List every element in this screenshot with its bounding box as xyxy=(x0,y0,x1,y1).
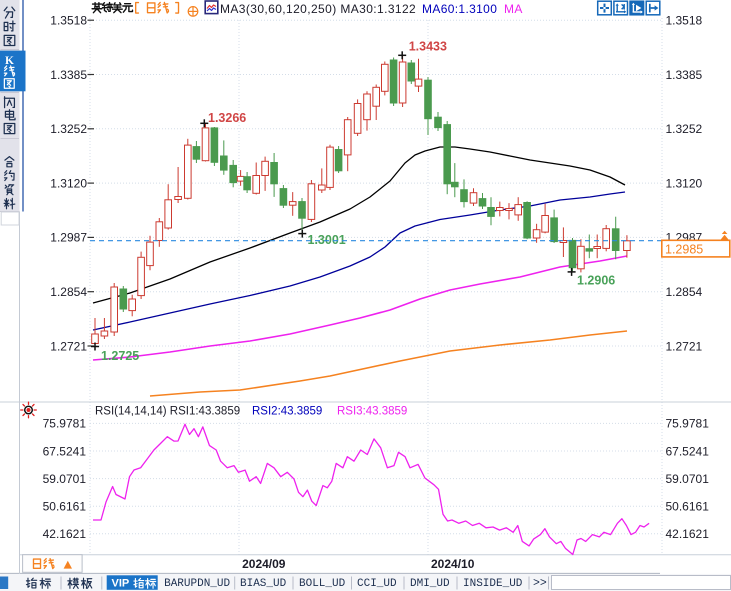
svg-text:2024/10: 2024/10 xyxy=(431,557,475,571)
svg-text:50.6161: 50.6161 xyxy=(43,500,87,514)
svg-text:1.3518: 1.3518 xyxy=(50,14,87,28)
svg-text:1.2854: 1.2854 xyxy=(666,285,703,299)
svg-text:1.2725: 1.2725 xyxy=(101,349,139,363)
svg-text:75.9781: 75.9781 xyxy=(43,417,87,431)
svg-text:50.6161: 50.6161 xyxy=(666,500,710,514)
svg-text:BOLL_UD: BOLL_UD xyxy=(299,578,346,590)
svg-text:MA3(30,60,120,250) MA30:1.3122: MA3(30,60,120,250) MA30:1.3122 xyxy=(220,2,416,16)
svg-text:1.3001: 1.3001 xyxy=(308,233,346,247)
svg-text:1.3120: 1.3120 xyxy=(50,176,87,190)
svg-text:2024/09: 2024/09 xyxy=(242,557,286,571)
svg-text:1.2987: 1.2987 xyxy=(50,231,87,245)
svg-text:K: K xyxy=(5,55,14,67)
svg-text:BIAS_UD: BIAS_UD xyxy=(240,578,287,590)
svg-text:67.5241: 67.5241 xyxy=(666,444,710,458)
svg-text:67.5241: 67.5241 xyxy=(43,444,87,458)
svg-text:RSI3:43.3859: RSI3:43.3859 xyxy=(337,406,407,418)
svg-text:RSI2:43.3859: RSI2:43.3859 xyxy=(252,406,322,418)
svg-text:>>: >> xyxy=(533,577,547,590)
svg-text:1.2906: 1.2906 xyxy=(577,274,615,288)
svg-text:75.9781: 75.9781 xyxy=(666,417,710,431)
svg-text:1.3252: 1.3252 xyxy=(666,122,703,136)
svg-text:59.0701: 59.0701 xyxy=(43,472,87,486)
svg-text:59.0701: 59.0701 xyxy=(666,472,710,486)
svg-text:1.3518: 1.3518 xyxy=(666,14,703,28)
svg-text:RSI(14,14,14) RSI1:43.3859: RSI(14,14,14) RSI1:43.3859 xyxy=(95,406,240,418)
svg-text:1.2721: 1.2721 xyxy=(50,339,87,353)
svg-text:1.3266: 1.3266 xyxy=(208,111,246,125)
svg-text:1.2854: 1.2854 xyxy=(50,285,87,299)
svg-text:1.3120: 1.3120 xyxy=(666,176,703,190)
svg-text:BARUPDN_UD: BARUPDN_UD xyxy=(164,578,230,590)
svg-text:1.3385: 1.3385 xyxy=(666,68,703,82)
svg-text:42.1621: 42.1621 xyxy=(43,527,87,541)
svg-text:1.3433: 1.3433 xyxy=(409,40,447,54)
svg-text:1.3385: 1.3385 xyxy=(50,68,87,82)
svg-text:1.2721: 1.2721 xyxy=(666,339,703,353)
svg-text:INSIDE_UD: INSIDE_UD xyxy=(463,578,523,590)
svg-text:CCI_UD: CCI_UD xyxy=(357,578,397,590)
svg-text:VIP: VIP xyxy=(112,578,130,590)
svg-text:42.1621: 42.1621 xyxy=(666,527,710,541)
svg-text:1.2985: 1.2985 xyxy=(665,243,703,257)
svg-text:MA: MA xyxy=(504,2,523,16)
svg-text:DMI_UD: DMI_UD xyxy=(410,578,450,590)
svg-text:1.3252: 1.3252 xyxy=(50,122,87,136)
svg-text:MA60:1.3100: MA60:1.3100 xyxy=(422,2,497,16)
